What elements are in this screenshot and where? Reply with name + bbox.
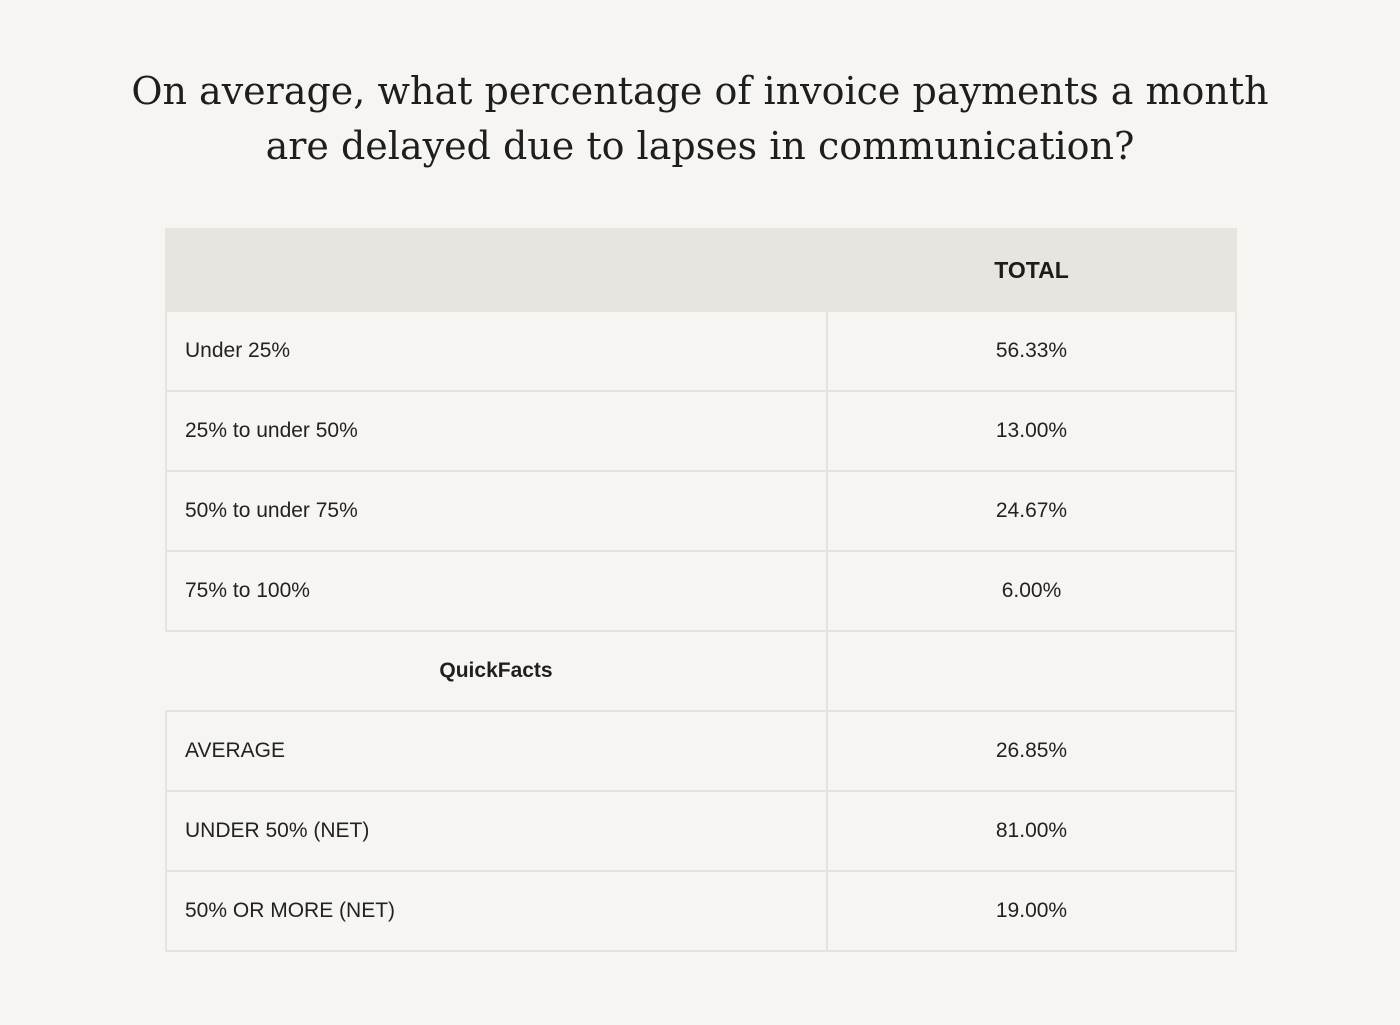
table-row: 50% OR MORE (NET) 19.00% <box>165 870 1237 952</box>
table-row: 50% to under 75% 24.67% <box>165 470 1237 552</box>
quickfact-label: UNDER 50% (NET) <box>165 790 828 872</box>
table-header: TOTAL <box>165 228 1237 312</box>
header-total-cell: TOTAL <box>826 228 1237 312</box>
row-value: 24.67% <box>826 470 1237 552</box>
section-header-empty-cell <box>827 630 1237 712</box>
quickfact-value: 19.00% <box>826 870 1237 952</box>
row-label: 25% to under 50% <box>165 390 828 472</box>
header-label-cell <box>165 228 828 312</box>
row-value: 56.33% <box>826 310 1237 392</box>
table-row: 75% to 100% 6.00% <box>165 550 1237 632</box>
table-body: Under 25% 56.33% 25% to under 50% 13.00%… <box>165 310 1237 952</box>
data-table: TOTAL Under 25% 56.33% 25% to under 50% … <box>165 228 1237 952</box>
row-label: 75% to 100% <box>165 550 828 632</box>
row-label: Under 25% <box>165 310 828 392</box>
row-value: 13.00% <box>826 390 1237 472</box>
row-label: 50% to under 75% <box>165 470 828 552</box>
table-row: 25% to under 50% 13.00% <box>165 390 1237 472</box>
header-row: TOTAL <box>165 228 1237 312</box>
quickfact-label: 50% OR MORE (NET) <box>165 870 828 952</box>
table-row: AVERAGE 26.85% <box>165 710 1237 792</box>
row-value: 6.00% <box>826 550 1237 632</box>
quickfact-value: 81.00% <box>826 790 1237 872</box>
quickfact-label: AVERAGE <box>165 710 828 792</box>
section-header-row: QuickFacts <box>166 630 1237 712</box>
quickfact-value: 26.85% <box>826 710 1237 792</box>
chart-title: On average, what percentage of invoice p… <box>131 69 1269 168</box>
section-header-label: QuickFacts <box>166 630 828 712</box>
table-row: UNDER 50% (NET) 81.00% <box>165 790 1237 872</box>
table-row: Under 25% 56.33% <box>165 310 1237 392</box>
data-table-container: TOTAL Under 25% 56.33% 25% to under 50% … <box>165 228 1237 952</box>
